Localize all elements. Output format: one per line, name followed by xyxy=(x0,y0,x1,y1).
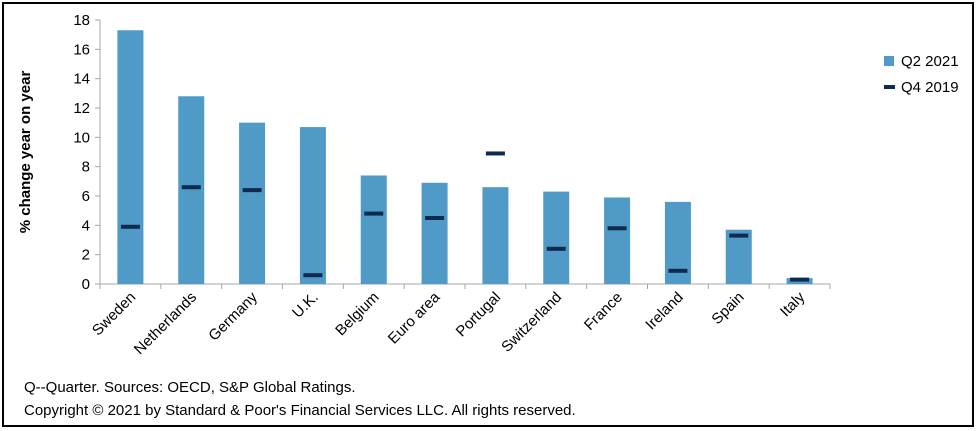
category-label: Italy xyxy=(777,288,809,320)
marker-ireland xyxy=(668,268,688,273)
y-tick-label: 4 xyxy=(82,217,90,234)
bar-portugal xyxy=(482,187,509,284)
marker-spain xyxy=(729,233,749,238)
marker-italy xyxy=(790,277,810,282)
y-tick-label: 12 xyxy=(73,100,90,117)
sources-note: Q--Quarter. Sources: OECD, S&P Global Ra… xyxy=(24,379,356,396)
category-label: Belgium xyxy=(332,289,382,339)
y-tick-label: 16 xyxy=(73,41,90,58)
marker-sweden xyxy=(120,224,140,229)
bar-u-k xyxy=(299,127,326,284)
marker-france xyxy=(607,226,627,231)
bar-netherlands xyxy=(178,96,205,285)
bar-switzerland xyxy=(543,191,570,284)
bar-germany xyxy=(239,122,266,285)
bar-spain xyxy=(725,229,752,284)
marker-euro-area xyxy=(425,216,445,220)
category-label: Ireland xyxy=(642,289,686,333)
y-tick-label: 6 xyxy=(82,188,90,205)
marker-netherlands xyxy=(181,185,201,190)
category-label: U.K. xyxy=(289,289,322,322)
bar-euro-area xyxy=(421,182,448,284)
category-label: Germany xyxy=(205,288,261,344)
legend-label-q2-2021: Q2 2021 xyxy=(901,53,959,70)
y-tick-label: 14 xyxy=(73,71,90,88)
y-tick-label: 18 xyxy=(73,12,90,29)
y-axis-title: % change year on year xyxy=(17,71,34,234)
chart: 0 2 4 6 8 10 12 14 16 18 % change year on year Swed… xyxy=(17,12,959,358)
y-tick-label: 2 xyxy=(82,247,90,264)
copyright-note: Copyright © 2021 by Standard & Poor's Fi… xyxy=(24,402,576,419)
marker-germany xyxy=(242,188,262,193)
category-label: Netherlands xyxy=(131,289,200,358)
y-tick-label: 8 xyxy=(82,159,90,176)
y-tick-label: 0 xyxy=(82,276,90,293)
bar-sweden xyxy=(117,30,144,285)
legend-swatch-q2-2021 xyxy=(884,56,894,66)
legend-label-q4-2019: Q4 2019 xyxy=(901,79,959,96)
category-label: Switzerland xyxy=(498,289,565,356)
category-label: France xyxy=(581,289,626,334)
marker-switzerland xyxy=(546,246,566,251)
category-label: Spain xyxy=(708,289,747,328)
legend-swatch-q4-2019 xyxy=(884,85,895,89)
marker-portugal xyxy=(485,151,505,156)
bar-belgium xyxy=(360,175,387,284)
bar-france xyxy=(604,197,631,284)
category-label: Euro area xyxy=(385,288,444,347)
category-label: Portugal xyxy=(453,289,505,341)
marker-belgium xyxy=(364,211,384,216)
y-tick-label: 10 xyxy=(73,129,90,146)
category-label: Sweden xyxy=(89,289,139,339)
marker-u-k xyxy=(303,273,323,278)
